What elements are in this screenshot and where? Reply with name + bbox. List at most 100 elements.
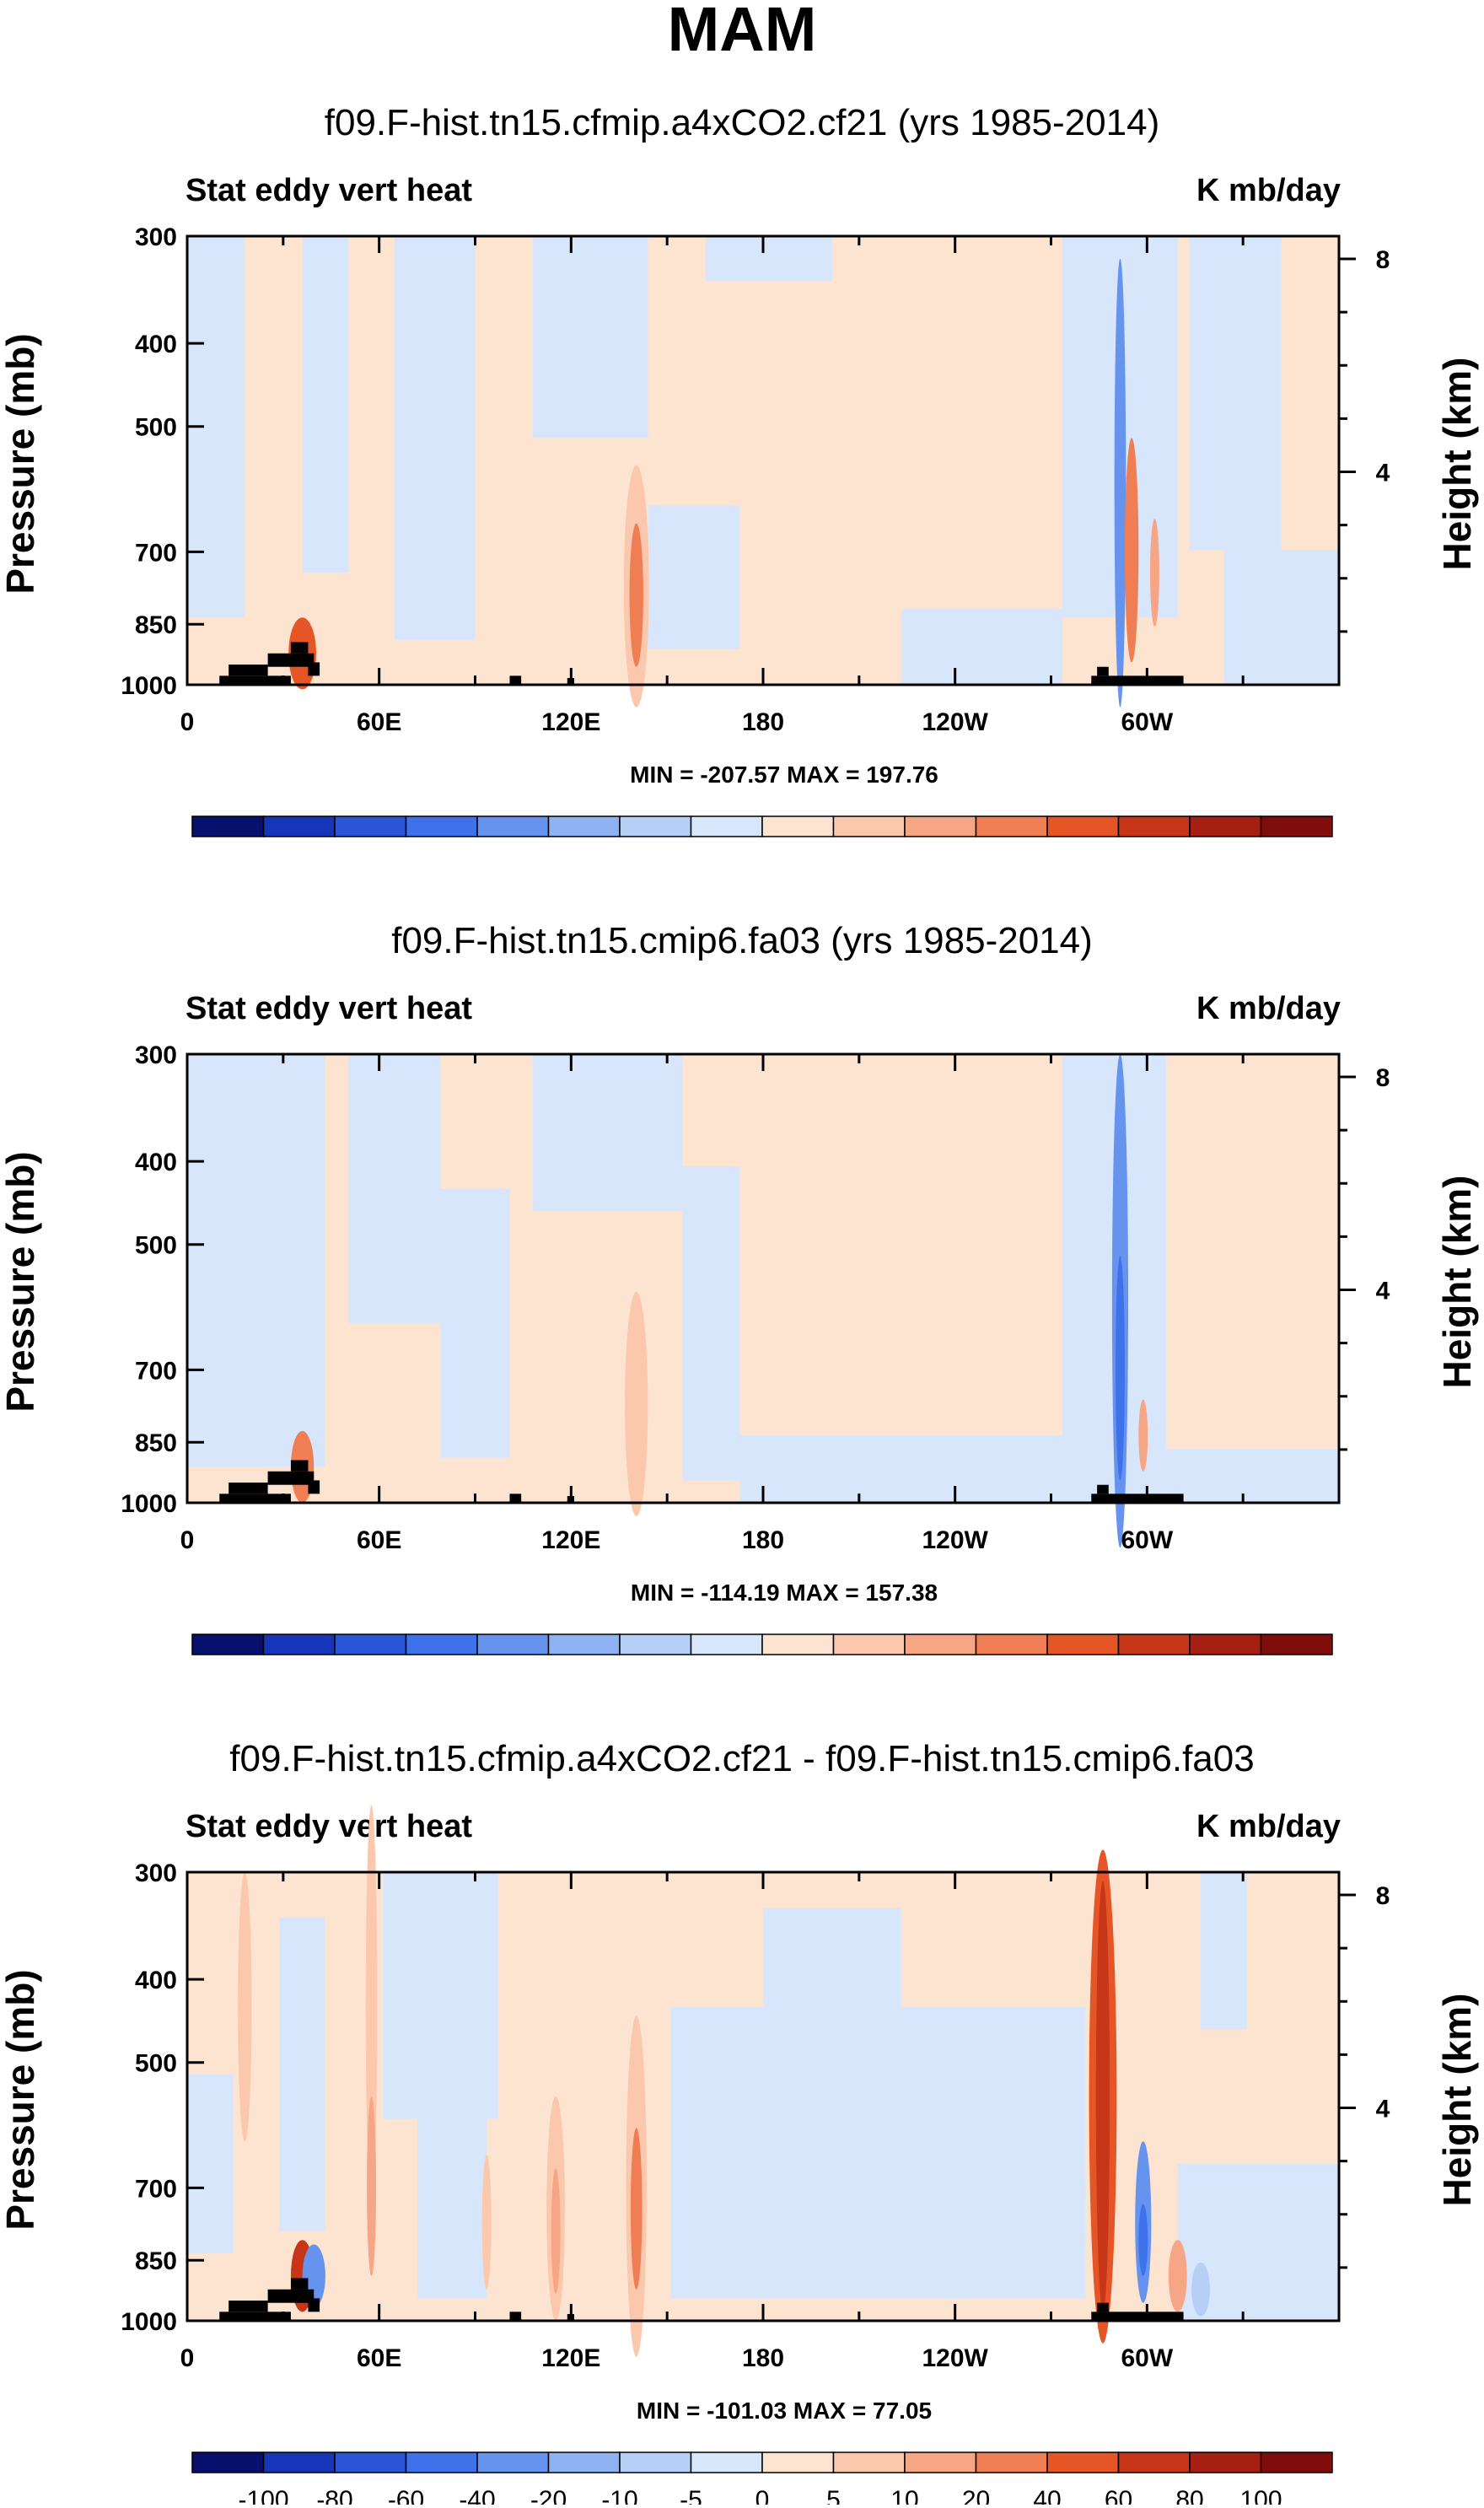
colorbar-swatch	[1117, 1633, 1191, 1655]
right-label: K mb/day	[1196, 1809, 1341, 1844]
land-mask	[219, 1493, 291, 1503]
colorbar-swatch	[476, 2451, 550, 2473]
colorbar-swatch	[1117, 815, 1191, 837]
panel-title: f09.F-hist.tn15.cfmip.a4xCO2.cf21 - f09.…	[229, 1738, 1254, 1779]
colorbar-swatch	[405, 815, 478, 837]
stats-text: MIN = -207.57 MAX = 197.76	[630, 762, 938, 788]
y-tick-label: 700	[135, 539, 177, 567]
colorbar-label: -10	[601, 2486, 637, 2505]
x-tick-label: 180	[742, 708, 784, 736]
y-tick-label: 500	[135, 1232, 177, 1260]
colorbar-swatch	[262, 2451, 336, 2473]
panel-1-chart: f09.F-hist.tn15.cfmip.a4xCO2.cf21 (yrs 1…	[0, 102, 1479, 837]
field-region	[1166, 1449, 1339, 1503]
field-region	[1189, 236, 1282, 551]
y-tick-label: 1000	[121, 672, 177, 700]
field-blob	[238, 1872, 252, 2142]
land-mask	[509, 1493, 522, 1503]
colorbar-label: -40	[459, 2486, 495, 2505]
colorbar-swatch	[975, 2451, 1048, 2473]
colorbar-label: 80	[1175, 2486, 1203, 2505]
field-region	[187, 2074, 234, 2254]
colorbar-swatch	[405, 1633, 478, 1655]
field-region	[1223, 550, 1339, 685]
x-tick-label: 60W	[1121, 2344, 1173, 2372]
panel-3-chart: f09.F-hist.tn15.cfmip.a4xCO2.cf21 - f09.…	[0, 1738, 1479, 2505]
land-mask	[229, 665, 268, 676]
field-region	[302, 236, 349, 573]
y-tick-label-right: 8	[1376, 1064, 1390, 1092]
y-tick-label-right: 4	[1376, 2096, 1390, 2123]
y-tick-label: 850	[135, 2247, 177, 2275]
land-mask	[229, 1483, 268, 1494]
land-mask	[308, 662, 320, 676]
field-region	[532, 1054, 683, 1212]
colorbar-swatch	[690, 815, 763, 837]
land-mask	[308, 1480, 320, 1494]
colorbar-label: 60	[1105, 2486, 1132, 2505]
colorbar-swatch	[547, 815, 621, 837]
land-mask	[1091, 2312, 1184, 2321]
y-axis-label: Pressure (mb)	[0, 1969, 42, 2230]
land-mask	[219, 675, 291, 685]
colorbar-swatch	[761, 815, 835, 837]
colorbar-swatch	[1189, 2451, 1262, 2473]
field-region	[670, 2006, 1086, 2299]
y-axis-label-right: Height (km)	[1435, 358, 1479, 571]
colorbar-swatch	[619, 815, 692, 837]
colorbar-swatch	[975, 1633, 1048, 1655]
stats-text: MIN = -101.03 MAX = 77.05	[637, 2398, 932, 2424]
y-tick-label: 1000	[121, 1490, 177, 1518]
y-axis-label: Pressure (mb)	[0, 333, 42, 594]
field-blob	[481, 2155, 492, 2290]
field-region	[682, 1166, 740, 1481]
colorbar-swatch	[191, 1633, 265, 1655]
colorbar-label: 20	[962, 2486, 990, 2505]
field-region	[1201, 1872, 1247, 2030]
field-region	[739, 1435, 1109, 1503]
field-blob	[1115, 1256, 1125, 1481]
field-region	[648, 505, 740, 649]
colorbar-swatch	[191, 2451, 265, 2473]
y-tick-label: 500	[135, 414, 177, 442]
field-region	[532, 236, 648, 439]
left-label: Stat eddy vert heat	[186, 173, 472, 208]
x-tick-label: 120W	[922, 2344, 988, 2372]
stats-text: MIN = -114.19 MAX = 157.38	[631, 1580, 938, 1606]
y-tick-label: 850	[135, 1429, 177, 1457]
y-tick-label: 700	[135, 2175, 177, 2203]
colorbar-swatch	[832, 1633, 906, 1655]
y-tick-label: 300	[135, 1041, 177, 1069]
land-mask	[1097, 1484, 1109, 1494]
colorbar-swatch	[547, 2451, 621, 2473]
y-tick-label: 700	[135, 1357, 177, 1385]
y-tick-label: 850	[135, 611, 177, 639]
x-tick-label: 120E	[541, 708, 600, 736]
colorbar: -100 -80 -60 -40 -20 -10 -5 0 5 10 20 40 60 80 100	[191, 2451, 1333, 2505]
right-label: K mb/day	[1196, 991, 1341, 1026]
field-region	[394, 236, 476, 640]
panel-2-chart: f09.F-hist.tn15.cmip6.fa03 (yrs 1985-201…	[0, 920, 1479, 1655]
x-tick-label: 120E	[541, 1526, 600, 1554]
colorbar-swatch	[690, 2451, 763, 2473]
field-blob	[630, 2128, 643, 2290]
colorbar-swatch	[1046, 1633, 1120, 1655]
land-mask	[1091, 675, 1184, 685]
colorbar-swatch	[476, 815, 550, 837]
x-tick-label: 0	[180, 1526, 195, 1554]
y-tick-label: 1000	[121, 2308, 177, 2336]
y-axis-label: Pressure (mb)	[0, 1151, 42, 1412]
y-tick-label: 400	[135, 331, 177, 358]
land-mask	[267, 653, 315, 667]
land-mask	[1097, 2302, 1109, 2312]
land-mask	[509, 2312, 522, 2321]
field-region	[901, 608, 1063, 685]
colorbar-label: 10	[890, 2486, 918, 2505]
colorbar-label: -20	[530, 2486, 567, 2505]
y-tick-label: 400	[135, 1967, 177, 1994]
x-tick-label: 120E	[541, 2344, 600, 2372]
colorbar-label: 0	[755, 2486, 770, 2505]
x-tick-label: 120W	[922, 1526, 988, 1554]
colorbar-swatch	[904, 815, 977, 837]
plot-area	[187, 1805, 1339, 2357]
